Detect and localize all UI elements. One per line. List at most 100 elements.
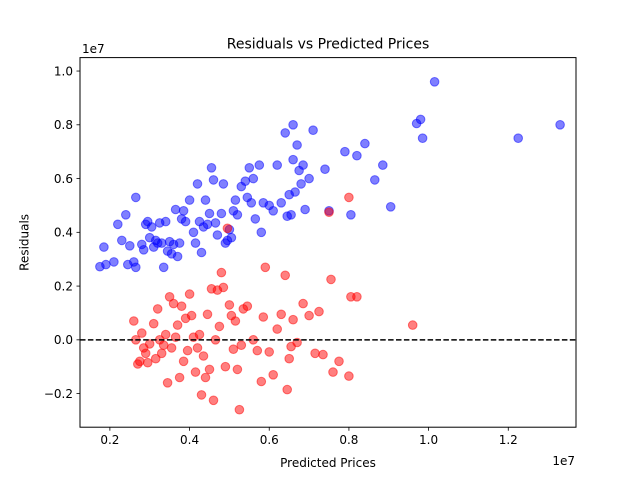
data-point xyxy=(282,384,293,395)
data-point xyxy=(230,195,241,205)
x-tick-label: 0.4 xyxy=(180,433,199,447)
data-point xyxy=(284,353,295,364)
data-point xyxy=(246,198,257,208)
data-point xyxy=(254,160,265,170)
data-point xyxy=(226,232,237,243)
data-point xyxy=(142,357,153,368)
data-point xyxy=(256,227,267,238)
data-point xyxy=(200,195,211,205)
data-point xyxy=(296,179,306,189)
data-point xyxy=(298,160,308,170)
data-point xyxy=(184,195,195,205)
data-point xyxy=(208,395,219,406)
data-point xyxy=(204,208,215,219)
data-point xyxy=(304,310,314,321)
data-point xyxy=(385,202,396,212)
data-point xyxy=(240,176,251,186)
data-point xyxy=(156,348,167,359)
data-point xyxy=(202,219,213,230)
y-axis-offset-label: 1e7 xyxy=(82,42,105,56)
data-point xyxy=(129,316,139,326)
data-point xyxy=(137,328,147,338)
data-point xyxy=(192,179,203,189)
y-tick-label: 0.4 xyxy=(54,226,73,240)
data-point xyxy=(162,378,173,388)
data-point xyxy=(417,133,428,143)
y-tick-label: 0.6 xyxy=(54,172,73,186)
y-tick-label: 0.8 xyxy=(54,118,73,132)
data-point xyxy=(344,371,354,381)
data-point xyxy=(232,210,243,220)
data-point xyxy=(352,150,362,161)
data-point xyxy=(158,262,169,273)
x-tick-label: 1.2 xyxy=(499,433,518,447)
data-point xyxy=(204,364,215,375)
data-point xyxy=(186,310,197,321)
data-point xyxy=(346,210,356,220)
data-point xyxy=(304,173,314,184)
data-point xyxy=(184,289,195,299)
data-point xyxy=(222,223,233,234)
x-tick-label: 0.8 xyxy=(339,433,358,447)
data-points xyxy=(95,77,565,415)
data-point xyxy=(190,238,201,248)
data-point xyxy=(218,282,229,293)
data-point xyxy=(236,340,247,351)
x-axis-title: Predicted Prices xyxy=(280,456,376,470)
data-point xyxy=(310,348,320,359)
x-axis: 0.2 0.4 0.6 0.8 1.0 1.2 xyxy=(100,427,518,447)
data-point xyxy=(125,241,135,251)
data-point xyxy=(242,301,253,312)
data-point xyxy=(202,309,213,320)
data-point xyxy=(228,344,239,355)
data-point xyxy=(144,339,155,349)
data-point xyxy=(320,164,330,174)
data-point xyxy=(260,262,271,273)
data-point xyxy=(101,259,111,270)
data-point xyxy=(198,351,209,361)
data-point xyxy=(513,133,524,143)
data-point xyxy=(328,367,338,377)
data-point xyxy=(268,370,279,380)
data-point xyxy=(288,120,298,130)
data-point xyxy=(178,206,189,216)
data-point xyxy=(121,210,131,220)
data-point xyxy=(324,207,334,217)
data-point xyxy=(190,367,201,377)
data-point xyxy=(298,298,308,309)
y-axis: −0.2 0.0 0.2 0.4 0.6 0.8 1.0 xyxy=(44,64,80,401)
data-point xyxy=(194,329,205,340)
data-point xyxy=(131,192,141,203)
data-point xyxy=(334,356,344,367)
data-point xyxy=(280,270,291,281)
data-point xyxy=(188,227,199,238)
data-point xyxy=(180,216,191,227)
data-point xyxy=(407,320,418,330)
data-point xyxy=(429,77,440,87)
data-point xyxy=(276,198,287,208)
x-axis-offset-label: 1e7 xyxy=(552,454,575,468)
data-point xyxy=(415,114,426,125)
data-point xyxy=(290,187,300,197)
data-point xyxy=(212,230,223,240)
data-point xyxy=(196,247,207,258)
data-point xyxy=(138,245,149,255)
data-point xyxy=(140,348,151,359)
data-point xyxy=(192,343,203,353)
data-point xyxy=(220,361,231,372)
data-point xyxy=(210,218,221,228)
data-point xyxy=(174,238,185,248)
plot-frame xyxy=(79,57,577,428)
data-point xyxy=(252,345,263,356)
data-point xyxy=(292,140,302,150)
data-point xyxy=(272,160,283,170)
data-point xyxy=(218,179,229,189)
data-point xyxy=(99,242,109,252)
data-point xyxy=(176,301,187,312)
data-point xyxy=(232,364,243,375)
y-axis-title: Residuals xyxy=(18,214,32,271)
data-point xyxy=(250,214,261,224)
data-point xyxy=(172,320,183,330)
data-point xyxy=(276,309,287,320)
